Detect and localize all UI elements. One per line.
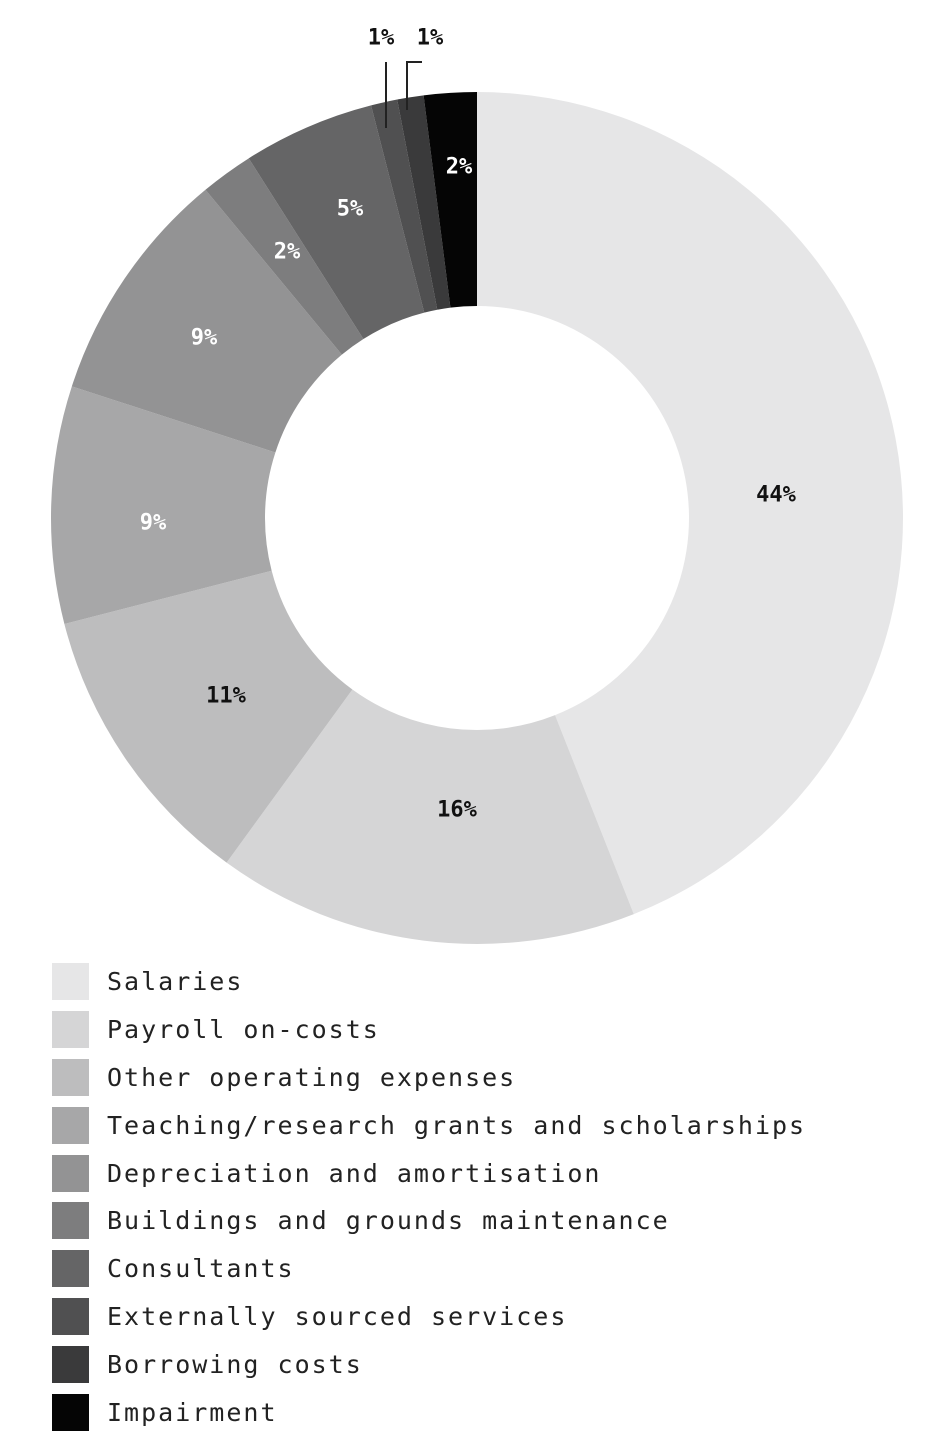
legend-item-depreciation-and-amortisation: Depreciation and amortisation bbox=[52, 1149, 806, 1197]
legend-swatch bbox=[52, 1058, 89, 1096]
legend-item-payroll-on-costs: Payroll on-costs bbox=[52, 1006, 806, 1054]
slice-payroll-on-costs bbox=[226, 689, 634, 944]
slice-consultants bbox=[248, 105, 425, 340]
legend-swatch bbox=[52, 1154, 89, 1192]
slice-depreciation-and-amortisation bbox=[71, 189, 342, 453]
leader-lines-layer bbox=[385, 61, 422, 128]
slice-label-externally-sourced-services: 1% bbox=[368, 26, 395, 51]
slice-externally-sourced-services bbox=[371, 99, 438, 313]
legend-label: Borrowing costs bbox=[107, 1349, 363, 1379]
legend-label: Salaries bbox=[107, 967, 244, 997]
slice-labels-layer: 44% 16% 11% 9% 9% 2% 5% 1% 1% 2% bbox=[140, 26, 797, 823]
legend-swatch bbox=[52, 963, 89, 1001]
legend-label: Consultants bbox=[107, 1254, 295, 1284]
legend-label: Other operating expenses bbox=[107, 1062, 517, 1092]
legend-label: Buildings and grounds maintenance bbox=[107, 1206, 670, 1236]
legend-swatch bbox=[52, 1297, 89, 1335]
slice-salaries bbox=[477, 92, 903, 915]
legend: Salaries Payroll on-costs Other operating … bbox=[52, 958, 806, 1436]
legend-item-consultants: Consultants bbox=[52, 1245, 806, 1293]
legend-swatch bbox=[52, 1202, 89, 1240]
legend-label: Externally sourced services bbox=[107, 1301, 568, 1331]
legend-item-teaching-research-grants-and-scholarships: Teaching/research grants and scholarship… bbox=[52, 1101, 806, 1149]
legend-item-impairment: Impairment bbox=[52, 1388, 806, 1436]
slice-label-consultants: 5% bbox=[337, 197, 364, 222]
slice-label-borrowing-costs: 1% bbox=[417, 26, 444, 51]
slice-borrowing-costs bbox=[397, 95, 451, 310]
legend-label: Teaching/research grants and scholarship… bbox=[107, 1110, 807, 1140]
legend-label: Impairment bbox=[107, 1397, 278, 1427]
donut-chart: 44% 16% 11% 9% 9% 2% 5% 1% 1% 2% bbox=[51, 26, 903, 944]
legend-label: Payroll on-costs bbox=[107, 1015, 380, 1045]
slice-label-payroll-on-costs: 16% bbox=[437, 798, 477, 823]
legend-swatch bbox=[52, 1250, 89, 1288]
legend-item-buildings-and-grounds-maintenance: Buildings and grounds maintenance bbox=[52, 1197, 806, 1245]
slice-label-depreciation-and-amortisation: 9% bbox=[191, 326, 218, 351]
slice-impairment bbox=[423, 92, 477, 308]
slice-label-salaries: 44% bbox=[756, 483, 796, 508]
slice-other-operating-expenses bbox=[64, 570, 353, 863]
slice-label-other-operating-expenses: 11% bbox=[206, 684, 246, 709]
slice-buildings-and-grounds-maintenance bbox=[205, 158, 364, 355]
slice-label-impairment: 2% bbox=[446, 155, 473, 180]
slice-label-buildings-and-grounds-maintenance: 2% bbox=[274, 240, 301, 265]
legend-label: Depreciation and amortisation bbox=[107, 1158, 602, 1188]
legend-item-salaries: Salaries bbox=[52, 958, 806, 1006]
legend-swatch bbox=[52, 1011, 89, 1049]
leader-line-borrowing-costs bbox=[406, 61, 422, 110]
legend-item-other-operating-expenses: Other operating expenses bbox=[52, 1054, 806, 1102]
slice-label-teaching-research-grants-and-scholarships: 9% bbox=[140, 511, 167, 536]
legend-swatch bbox=[52, 1393, 89, 1431]
legend-item-externally-sourced-services: Externally sourced services bbox=[52, 1293, 806, 1341]
slices-layer bbox=[51, 92, 903, 944]
legend-item-borrowing-costs: Borrowing costs bbox=[52, 1340, 806, 1388]
slice-teaching-research-grants-and-scholarships bbox=[51, 386, 276, 624]
legend-swatch bbox=[52, 1345, 89, 1383]
legend-swatch bbox=[52, 1106, 89, 1144]
